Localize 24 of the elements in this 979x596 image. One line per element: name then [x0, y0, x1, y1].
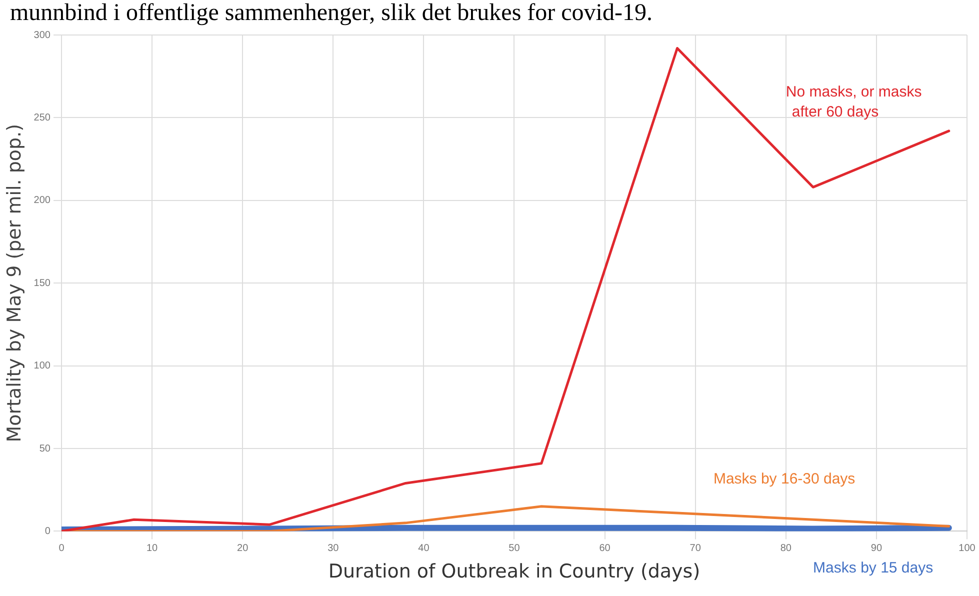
x-tick-label: 0	[58, 542, 65, 554]
x-tick-label: 40	[418, 542, 430, 554]
x-tick-label: 30	[328, 542, 340, 554]
x-tick-label: 20	[237, 542, 249, 554]
x-tick-label: 70	[690, 542, 702, 554]
y-tick-label: 150	[34, 278, 51, 289]
x-tick-label: 50	[508, 542, 520, 554]
text: munnbind i offentlige sammenhenger, slik det brukes for covid-19.	[9, 0, 654, 26]
x-tick-label: 60	[599, 542, 611, 554]
y-tick-label: 0	[44, 526, 51, 537]
x-tick-label: 80	[780, 542, 792, 554]
y-tick-label: 250	[34, 112, 51, 124]
y-tick-label: 200	[34, 195, 51, 206]
y-tick-label: 100	[34, 360, 51, 372]
x-tick-label: 10	[146, 542, 158, 554]
series-label: No masks, or masks after 60 days	[786, 83, 922, 120]
text: Masks by 15 days	[813, 560, 934, 577]
series-label: Masks by 16-30 days	[713, 470, 856, 488]
y-tick-label: 50	[39, 443, 51, 454]
x-tick-label: 90	[870, 542, 882, 554]
x-axis-title: Duration of Outbreak in Country (days)	[328, 560, 700, 583]
x-tick-label: 100	[958, 542, 976, 554]
y-tick-label: 300	[34, 30, 51, 41]
y-axis-title: Mortality by May 9 (per mil. pop.)	[3, 124, 26, 442]
